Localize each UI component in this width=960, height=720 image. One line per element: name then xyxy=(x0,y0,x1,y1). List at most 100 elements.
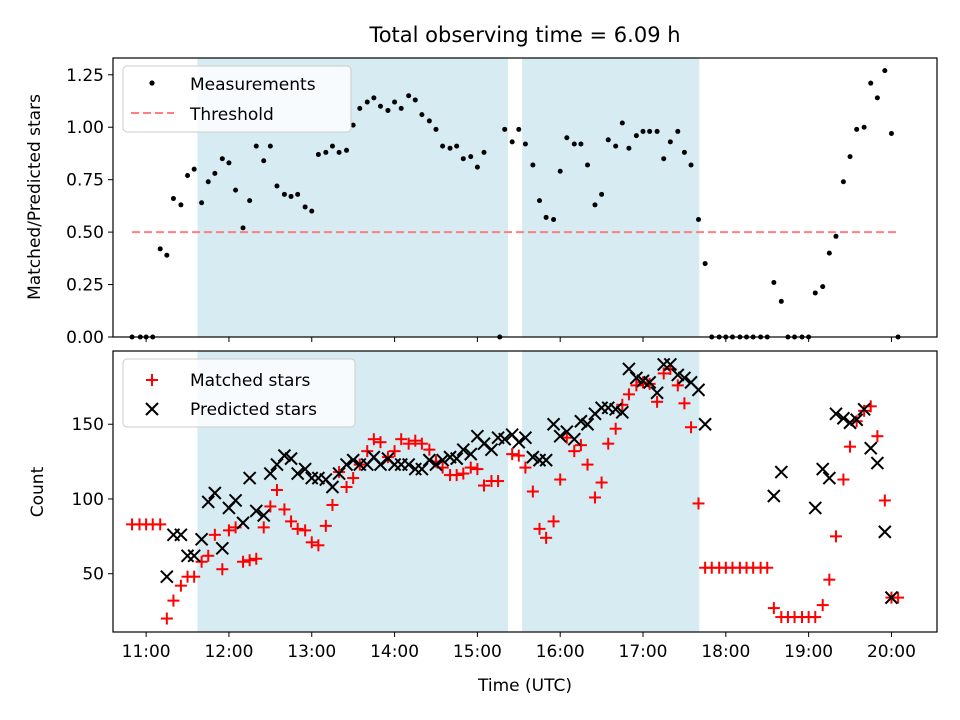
predicted-star-point xyxy=(249,504,263,518)
matched-star-point xyxy=(568,445,581,458)
measurement-point xyxy=(406,93,412,99)
measurement-point xyxy=(440,143,446,149)
matched-star-point xyxy=(581,458,594,471)
predicted-star-point xyxy=(187,549,201,563)
measurement-point xyxy=(170,196,176,202)
legend-matched-marker xyxy=(146,374,158,386)
predicted-star-point xyxy=(574,414,588,428)
matched-star-point xyxy=(202,549,215,562)
predicted-star-point xyxy=(464,447,478,461)
predicted-star-point xyxy=(836,411,851,425)
predicted-stars-points xyxy=(160,357,899,605)
measurement-point xyxy=(205,179,211,185)
measurement-point xyxy=(564,135,570,141)
predicted-star-point xyxy=(456,442,471,457)
measurement-point xyxy=(398,105,404,111)
measurement-point xyxy=(702,261,708,267)
measurement-point xyxy=(329,143,335,149)
measurement-point xyxy=(833,233,839,239)
predicted-star-point xyxy=(849,413,864,427)
measurement-point xyxy=(357,105,363,111)
measurement-point xyxy=(578,141,584,147)
legend-predicted-marker xyxy=(145,402,159,416)
measurement-point xyxy=(661,156,667,162)
matched-star-point xyxy=(415,437,428,450)
matched-star-point xyxy=(188,570,201,583)
matched-star-point xyxy=(858,404,871,417)
matched-star-point xyxy=(174,579,187,592)
measurement-point xyxy=(219,156,225,162)
matched-star-point xyxy=(167,594,180,607)
measurement-point xyxy=(675,128,681,134)
measurement-point xyxy=(626,145,632,151)
top-y-ticks: 0.00 0.25 0.50 0.75 1.00 1.25 xyxy=(66,66,113,348)
bottom-x-axis-label: Time (UTC) xyxy=(477,676,572,696)
measurement-point xyxy=(302,204,308,210)
matched-star-point xyxy=(692,497,705,510)
top-axes-frame xyxy=(112,57,938,338)
matched-star-point xyxy=(622,388,635,401)
predicted-star-point xyxy=(401,457,416,472)
measurement-point xyxy=(654,128,660,134)
matched-star-point xyxy=(154,518,167,531)
predicted-star-point xyxy=(857,402,871,416)
measurement-point xyxy=(571,141,577,147)
matched-star-point xyxy=(243,554,256,567)
bottom-x-tick-label: 12:00 xyxy=(204,642,253,662)
measurement-point xyxy=(647,128,653,134)
matched-star-point xyxy=(878,494,891,507)
measurement-point xyxy=(619,120,625,126)
measurement-point xyxy=(888,131,894,137)
matched-star-point xyxy=(630,379,643,392)
chart-title: Total observing time = 6.09 h xyxy=(368,23,680,47)
matched-star-point xyxy=(526,485,539,498)
measurement-point xyxy=(164,252,170,258)
matched-star-point xyxy=(609,422,622,435)
top-y-tick-label: 1.25 xyxy=(66,66,104,86)
matched-star-point xyxy=(588,491,601,504)
matched-star-point xyxy=(512,449,525,462)
measurement-point xyxy=(840,179,846,185)
measurement-point xyxy=(613,143,619,149)
top-y-tick-label: 0.50 xyxy=(66,223,104,243)
predicted-star-point xyxy=(539,453,553,467)
matched-star-point xyxy=(237,555,250,568)
measurement-point xyxy=(157,246,163,252)
matched-star-point xyxy=(402,437,415,450)
measurement-point xyxy=(323,149,329,155)
measurement-point xyxy=(377,103,383,109)
predicted-star-point xyxy=(270,457,284,472)
measurement-point xyxy=(868,80,874,86)
bottom-y-tick-label: 150 xyxy=(72,415,104,435)
predicted-star-point xyxy=(290,466,305,481)
bottom-x-tick-label: 20:00 xyxy=(867,642,916,662)
predicted-star-point xyxy=(422,453,437,467)
matched-star-point xyxy=(761,561,774,574)
predicted-star-point xyxy=(622,362,636,376)
bottom-x-tick-label: 13:00 xyxy=(287,642,336,662)
predicted-star-point xyxy=(629,371,644,385)
bottom-y-axis-label: Count xyxy=(28,466,48,517)
matched-star-point xyxy=(574,439,587,452)
matched-star-point xyxy=(892,591,905,604)
predicted-star-point xyxy=(774,465,789,479)
matched-star-point xyxy=(844,440,857,453)
predicted-star-point xyxy=(567,432,581,446)
measurement-point xyxy=(778,298,784,304)
matched-star-point xyxy=(326,498,339,511)
matched-star-point xyxy=(340,481,353,494)
measurement-point xyxy=(261,158,267,164)
measurement-point xyxy=(295,191,301,197)
measurement-point xyxy=(185,172,191,178)
matched-star-point xyxy=(478,479,491,492)
matched-star-point xyxy=(685,421,698,434)
matched-star-point xyxy=(616,398,629,411)
matched-star-point xyxy=(367,433,380,446)
measurement-point xyxy=(392,99,398,105)
top-axes: 0.00 0.25 0.50 0.75 1.00 1.25 Matched/Predict… xyxy=(25,57,938,348)
matched-star-point xyxy=(506,448,519,461)
matched-star-point xyxy=(222,524,235,537)
measurement-point xyxy=(502,126,508,132)
measurement-point xyxy=(605,137,611,143)
